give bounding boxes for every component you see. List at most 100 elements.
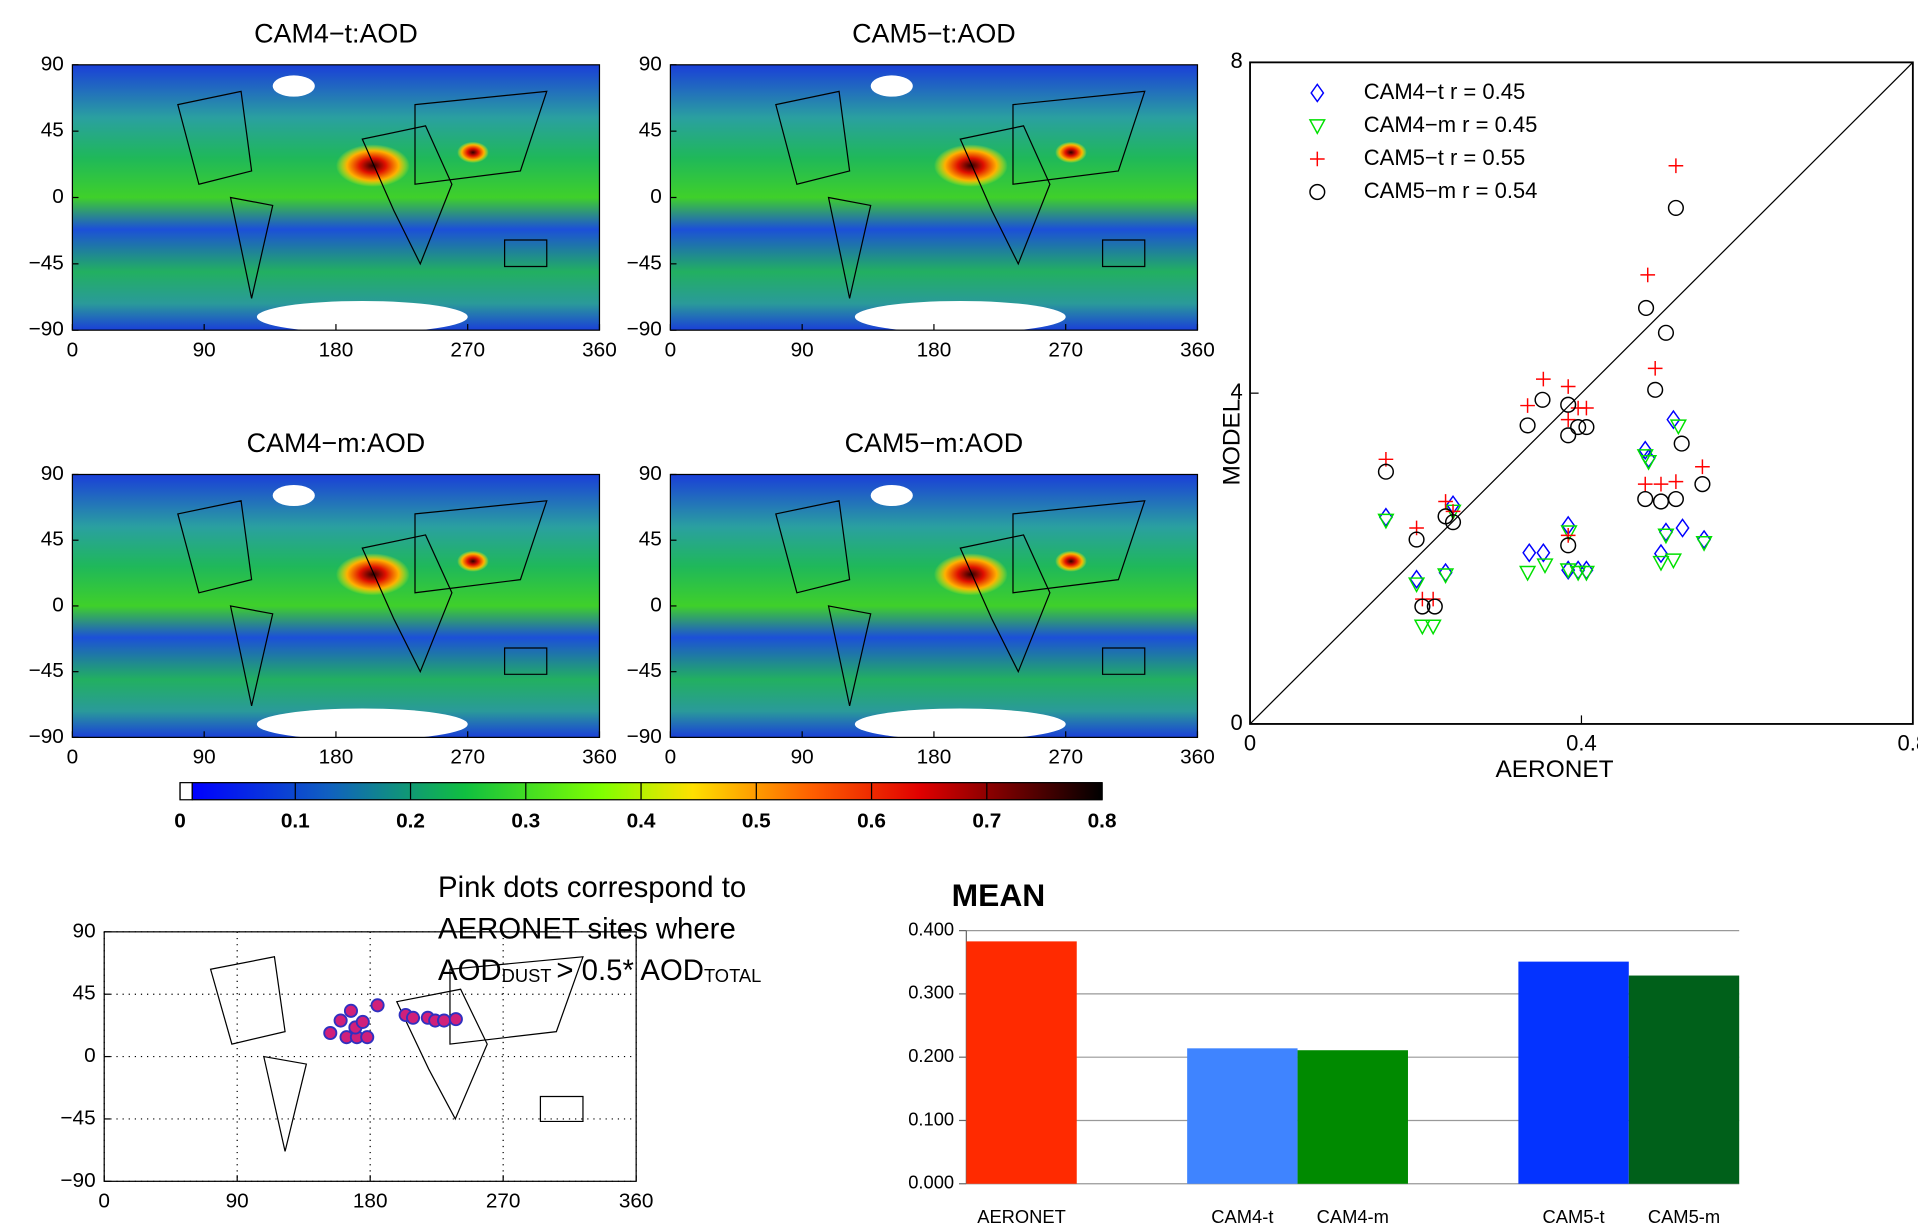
coastline xyxy=(209,956,584,1152)
marker xyxy=(1647,381,1664,398)
y-tick-label: 0 xyxy=(52,593,64,616)
marker xyxy=(1668,474,1684,489)
y-tick-label: 45 xyxy=(639,528,662,551)
map-title: CAM4−m:AOD xyxy=(247,428,426,458)
colorbar-label: 0.3 xyxy=(511,809,540,832)
marker xyxy=(1560,525,1578,541)
marker xyxy=(1640,267,1656,283)
formula-part: AOD xyxy=(438,954,502,987)
x-tick-label: 0 xyxy=(665,338,677,361)
y-tick-label: 0.300 xyxy=(908,982,954,1003)
marker xyxy=(1378,507,1393,528)
colorbar-label: 0.5 xyxy=(742,809,771,832)
site-dot xyxy=(437,1013,452,1028)
x-tick-label: CAM5-m xyxy=(1648,1206,1720,1227)
marker xyxy=(1669,419,1687,436)
site-dot xyxy=(355,1014,370,1029)
marker xyxy=(1673,435,1690,452)
map-title: CAM5−t:AOD xyxy=(852,19,1016,49)
marker xyxy=(1426,598,1443,615)
marker xyxy=(1637,490,1654,508)
colorbar-label: 0.2 xyxy=(396,809,425,832)
y-tick-label: 90 xyxy=(639,52,662,75)
marker xyxy=(1536,542,1551,563)
x-tick-label: 270 xyxy=(1048,338,1083,361)
marker xyxy=(1664,553,1682,570)
y-tick-label: 90 xyxy=(73,919,96,942)
bar xyxy=(1628,975,1740,1184)
y-tick-label: 90 xyxy=(639,462,662,485)
marker xyxy=(1579,560,1594,580)
marker xyxy=(1667,199,1684,216)
bar xyxy=(1518,961,1629,1184)
chart-title: MEAN xyxy=(952,877,1046,913)
y-tick-label: 0.400 xyxy=(908,918,954,939)
x-tick-label: 90 xyxy=(193,746,216,769)
x-tick-label: 0.8 xyxy=(1898,731,1918,756)
site-dot xyxy=(333,1013,348,1028)
marker xyxy=(1653,543,1669,564)
colorbar-low xyxy=(179,782,193,801)
map-dust xyxy=(1055,550,1087,572)
marker xyxy=(1408,531,1425,548)
marker xyxy=(1409,569,1424,590)
colorbar-label: 0.6 xyxy=(857,809,886,832)
x-tick-label: 180 xyxy=(917,338,952,361)
site-dot xyxy=(360,1030,375,1045)
marker xyxy=(1694,476,1711,493)
x-tick-label: 180 xyxy=(353,1190,388,1213)
marker xyxy=(1560,379,1576,394)
x-tick-label: CAM4-m xyxy=(1317,1206,1389,1227)
marker xyxy=(1577,565,1595,582)
marker xyxy=(1560,412,1576,427)
bar xyxy=(1187,1048,1298,1184)
marker xyxy=(1377,463,1394,480)
site-dot xyxy=(323,1025,338,1041)
map-ice xyxy=(256,300,468,333)
y-tick-label: 90 xyxy=(41,462,64,485)
marker xyxy=(1409,520,1424,536)
coastline xyxy=(775,90,1146,299)
marker xyxy=(1444,514,1462,531)
x-tick-label: 360 xyxy=(1180,746,1215,769)
x-tick-label: 90 xyxy=(193,338,216,361)
marker xyxy=(1438,562,1453,583)
marker xyxy=(1653,476,1669,492)
x-tick-label: CAM5-t xyxy=(1543,1206,1605,1227)
legend-label: CAM4−t r = 0.45 xyxy=(1364,79,1525,104)
map-ice xyxy=(870,75,913,97)
map-ice xyxy=(256,708,468,741)
y-tick-label: 0 xyxy=(650,593,662,616)
site-dot xyxy=(370,998,385,1013)
marker xyxy=(1578,418,1595,436)
map-dust xyxy=(1055,141,1087,163)
marker xyxy=(1519,565,1537,582)
marker xyxy=(1695,459,1710,475)
y-tick-label: 8 xyxy=(1230,48,1242,73)
y-tick-label: 0 xyxy=(84,1044,96,1067)
x-tick-label: 0 xyxy=(67,338,79,361)
site-dot xyxy=(448,1012,463,1027)
subscript: DUST xyxy=(502,965,552,986)
y-tick-label: 0.200 xyxy=(908,1045,954,1066)
bar xyxy=(966,941,1077,1184)
y-tick-label: −45 xyxy=(627,659,662,682)
legend-marker xyxy=(1309,183,1326,201)
marker xyxy=(1652,493,1670,510)
marker xyxy=(1560,427,1577,444)
marker xyxy=(1414,598,1431,615)
x-tick-label: 360 xyxy=(582,338,617,361)
x-tick-label: AERONET xyxy=(977,1206,1066,1227)
x-tick-label: 90 xyxy=(791,746,814,769)
marker xyxy=(1695,535,1713,552)
marker xyxy=(1437,568,1455,584)
map-dust xyxy=(335,144,410,187)
x-tick-label: 270 xyxy=(1048,746,1083,769)
marker xyxy=(1413,619,1431,636)
map-dust xyxy=(335,553,410,596)
legend-marker xyxy=(1310,83,1325,103)
y-tick-label: 45 xyxy=(639,119,662,142)
y-tick-label: 0.100 xyxy=(908,1108,954,1129)
